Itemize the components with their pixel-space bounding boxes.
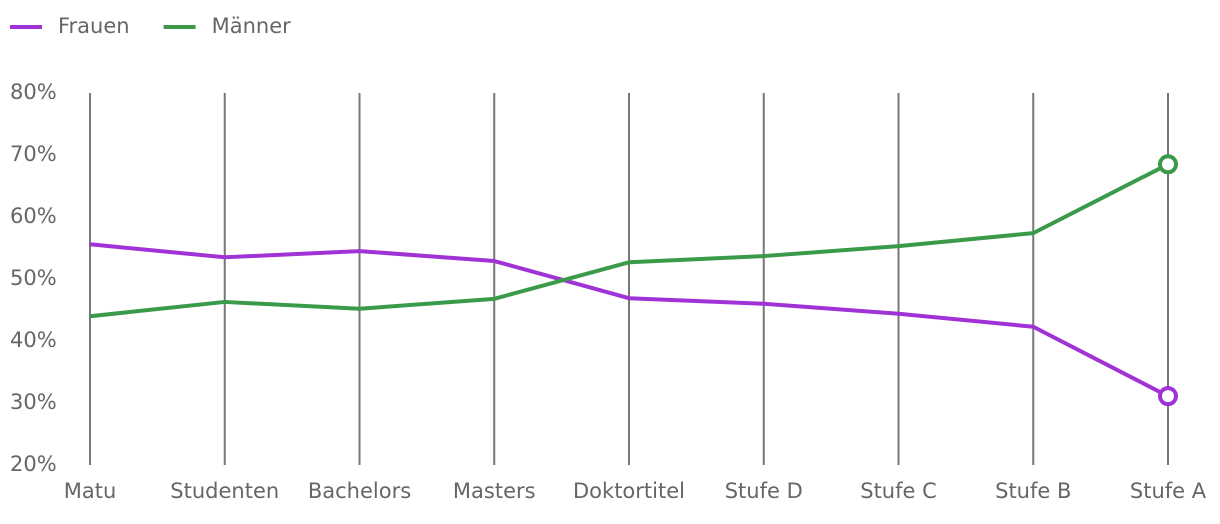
y-tick-label: 40% xyxy=(10,328,57,352)
line-series xyxy=(89,162,1169,319)
y-tick-label: 80% xyxy=(10,80,57,104)
x-tick-label: Studenten xyxy=(170,479,279,503)
x-tick-label: Stufe C xyxy=(860,479,937,503)
x-tick-label: Doktortitel xyxy=(573,479,685,503)
y-tick-label: 60% xyxy=(10,204,57,228)
end-point xyxy=(1158,386,1178,407)
x-tick-label: Masters xyxy=(453,479,536,503)
y-tick-label: 20% xyxy=(10,452,57,476)
legend-label: Männer xyxy=(212,14,292,38)
y-tick-label: 30% xyxy=(10,390,57,414)
y-tick-label: 70% xyxy=(10,142,57,166)
x-tick-label: Stufe A xyxy=(1130,479,1207,503)
legend-label: Frauen xyxy=(58,14,130,38)
end-point xyxy=(1158,154,1178,175)
y-tick-label: 50% xyxy=(10,266,57,290)
x-tick-label: Stufe D xyxy=(725,479,803,503)
x-tick-label: Stufe B xyxy=(995,479,1071,503)
line-series xyxy=(89,242,1169,398)
x-tick-label: Matu xyxy=(64,479,117,503)
x-tick-label: Bachelors xyxy=(308,479,411,503)
